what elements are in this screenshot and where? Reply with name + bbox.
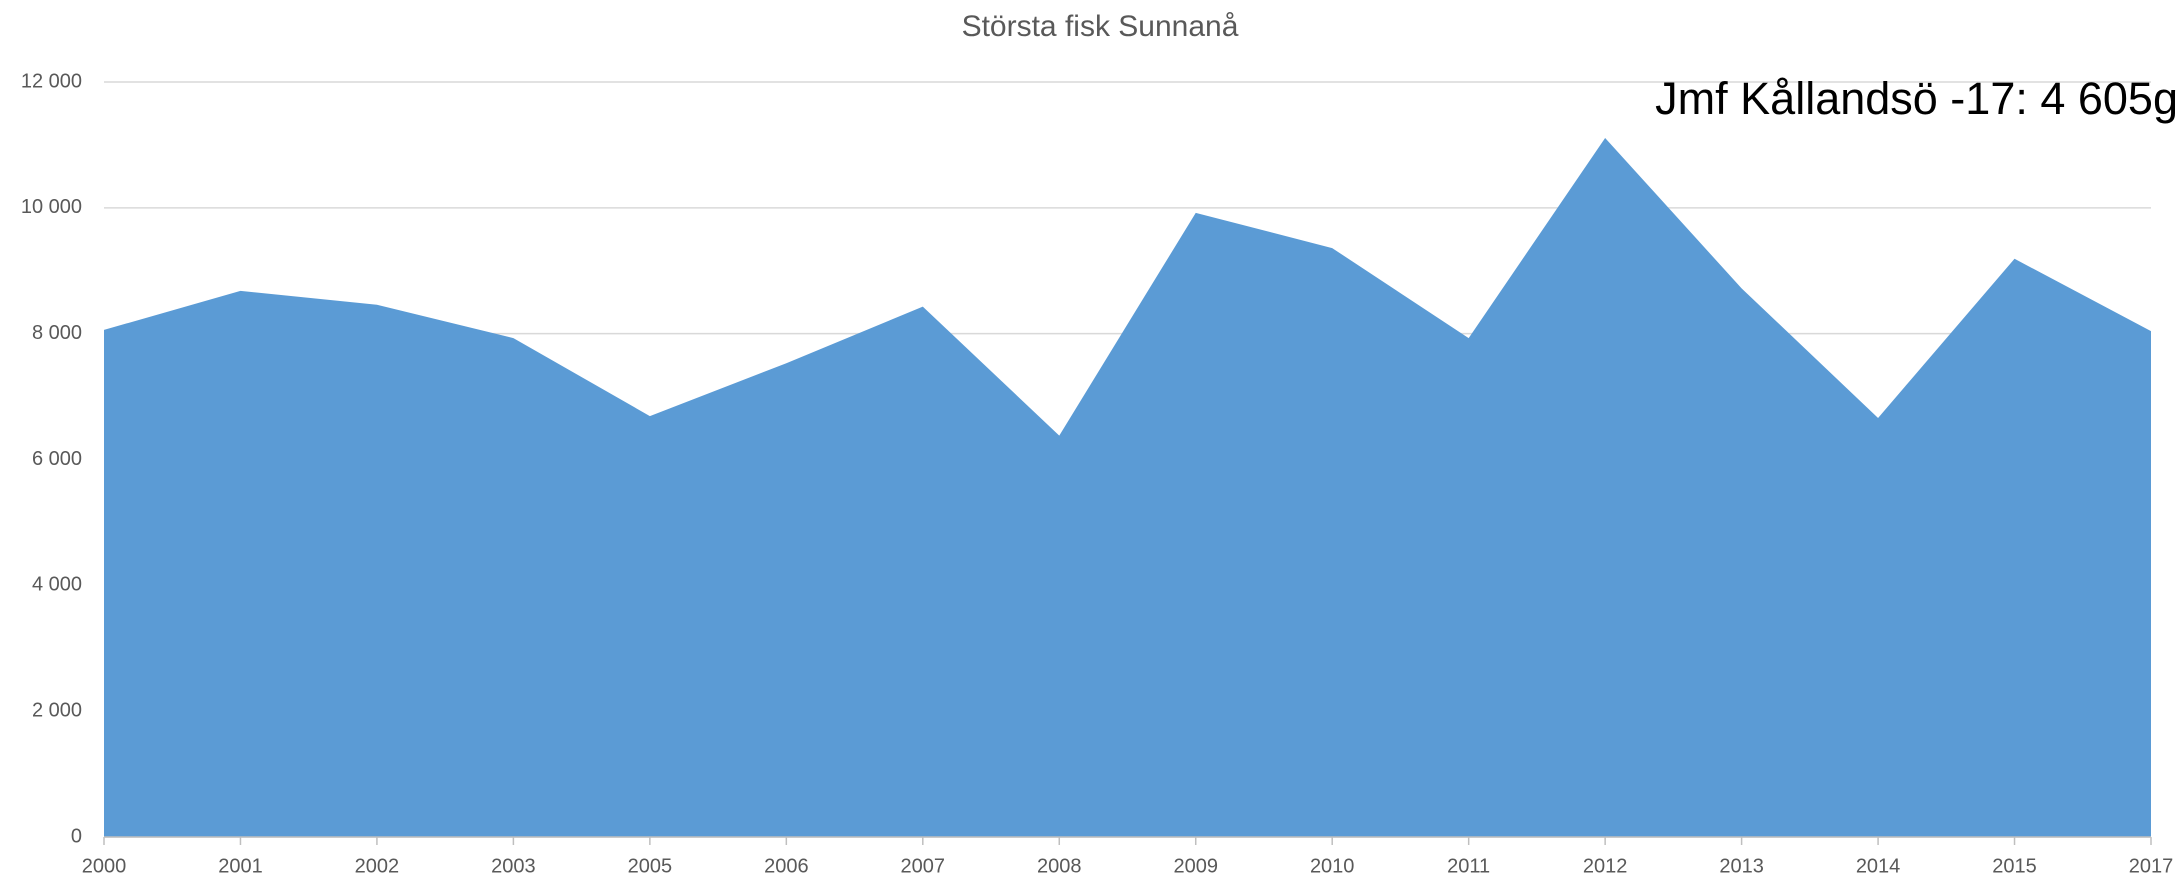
- x-tick-label: 2012: [1583, 855, 1628, 877]
- x-tick-label: 2006: [764, 855, 809, 877]
- y-tick-label: 12 000: [21, 70, 82, 92]
- x-tick-label: 2017: [2129, 855, 2174, 877]
- x-tick-label: 2008: [1037, 855, 1082, 877]
- y-tick-label: 6 000: [32, 448, 82, 470]
- y-tick-label: 0: [71, 825, 82, 847]
- x-tick-label: 2014: [1856, 855, 1901, 877]
- y-tick-label: 2 000: [32, 699, 82, 721]
- x-tick-label: 2013: [1719, 855, 1764, 877]
- x-tick-label: 2002: [355, 855, 400, 877]
- x-tick-label: 2010: [1310, 855, 1355, 877]
- x-tick-label: 2005: [628, 855, 673, 877]
- chart-title: Största fisk Sunnanå: [962, 10, 1239, 43]
- annotation: Jmf Kållandsö -17: 4 605g: [1655, 73, 2178, 124]
- area: [104, 137, 2151, 837]
- y-tick-label: 4 000: [32, 574, 82, 596]
- x-tick-label: 2007: [901, 855, 946, 877]
- x-tick-label: 2009: [1173, 855, 1218, 877]
- x-tick-label: 2015: [1992, 855, 2037, 877]
- y-tick-label: 8 000: [32, 322, 82, 344]
- x-tick-label: 2011: [1447, 855, 1490, 877]
- x-tick-label: 2001: [218, 855, 263, 877]
- y-tick-label: 10 000: [21, 196, 82, 218]
- x-tick-label: 2003: [491, 855, 536, 877]
- x-tick-label: 2000: [82, 855, 127, 877]
